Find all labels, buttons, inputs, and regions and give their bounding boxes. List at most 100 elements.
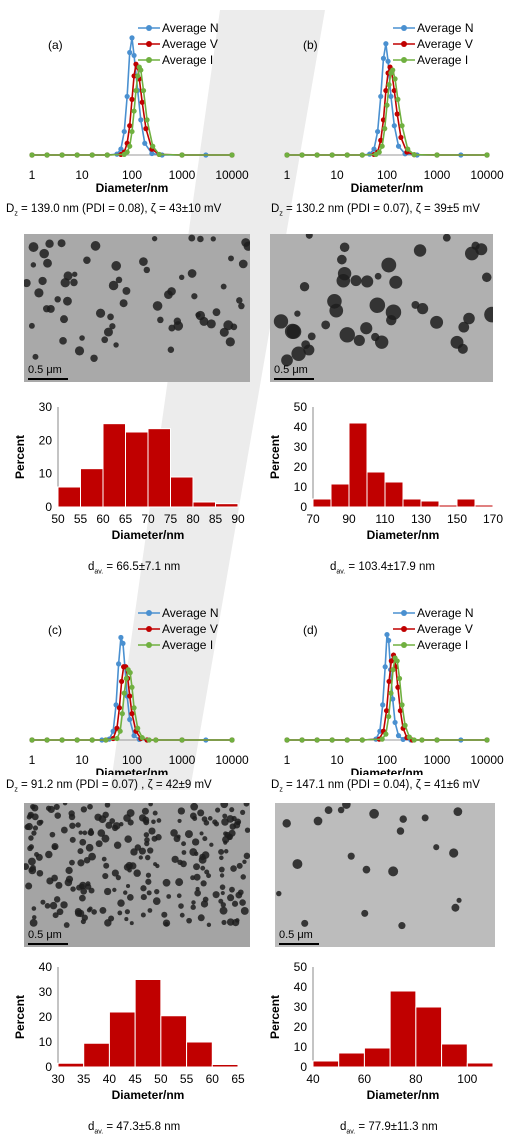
data-point [386,678,392,685]
data-point [113,702,119,708]
nanoparticle [77,848,84,855]
data-point [376,149,382,155]
nanoparticle [78,830,83,835]
nanoparticle [60,278,70,288]
data-point [388,658,394,664]
nanoparticle [80,806,88,813]
histogram-c: 0 10 20 30 40 30 35 40 45 50 55 60 65 Diameter/nm Perc… [13,960,245,1102]
histogram-bar [186,1041,213,1068]
nanoparticle [191,293,198,300]
y-tick-label: 30 [294,440,308,454]
data-point [120,640,126,646]
histogram-bar [83,1042,110,1068]
nanoparticle [388,866,399,877]
data-point [116,705,123,711]
data-point [89,737,95,743]
legend-label: Average V [162,37,218,51]
nanoparticle [189,812,197,820]
data-point [406,734,412,740]
nanoparticle [82,830,88,836]
data-point [405,146,411,152]
tem-particles-b [273,234,493,367]
nanoparticle [475,243,488,256]
nanoparticle [115,276,123,284]
y-tick-label: 0 [45,500,52,514]
data-point [377,728,383,734]
histogram-bar [57,486,81,508]
nanoparticle [108,280,119,291]
legend-swatch-marker [401,57,407,63]
legend-label: Average N [162,21,218,35]
nanoparticle [243,803,250,807]
data-point [383,41,389,47]
nanoparticle [215,807,221,813]
data-point [434,737,440,743]
nanoparticle [171,855,179,863]
nanoparticle [197,235,204,243]
nanoparticle [458,321,470,333]
nanoparticle [186,917,192,924]
nanoparticle [80,919,86,925]
data-point [386,637,392,644]
nanoparticle [197,809,205,817]
nanoparticle [204,869,210,875]
y-axis-label: Percent [13,995,27,1039]
data-point [371,146,377,152]
nanoparticle [38,819,44,825]
nanoparticle [53,803,60,811]
x-axis-label: Diameter/nm [351,766,424,775]
panel-label: (c) [48,623,62,637]
data-point [411,737,417,743]
data-point [395,96,401,102]
data-point [179,737,185,743]
nanoparticle [220,890,225,896]
scale-bar [274,378,314,380]
nanoparticle [79,335,85,341]
nanoparticle [49,831,56,838]
data-point [382,664,388,670]
nanoparticle [244,827,250,833]
data-point [383,731,389,737]
histogram-bar [80,468,104,508]
nanoparticle [25,882,33,890]
nanoparticle [144,840,150,847]
nanoparticle [301,919,309,927]
nanoparticle [101,856,107,862]
y-tick-label: 40 [294,980,308,994]
x-tick-label: 80 [409,1072,423,1086]
data-point [314,737,320,743]
nanoparticle [127,819,134,826]
nanoparticle [69,859,75,866]
nanoparticle [123,890,128,895]
x-axis-label: Diameter/nm [112,528,185,542]
x-tick-label: 65 [231,1072,245,1086]
nanoparticle [181,841,187,847]
nanoparticle [321,320,331,330]
x-tick-label: 170 [483,512,503,526]
nanoparticle [111,869,119,877]
histogram-bar [438,504,458,508]
nanoparticle [457,343,468,354]
nanoparticle [313,816,323,826]
y-axis-label: Percent [268,435,282,479]
x-axis-label: Diameter/nm [351,181,424,195]
data-point [131,705,137,711]
nanoparticle [56,908,64,916]
legend-label: Average I [417,638,468,652]
nanoparticle [152,897,161,905]
nanoparticle [167,346,175,354]
data-point [143,126,149,132]
nanoparticle [327,294,342,309]
nanoparticle [385,304,402,320]
x-tick-label: 75 [164,512,178,526]
nanoparticle [124,917,129,922]
nanoparticle [212,308,221,317]
nanoparticle [206,319,216,329]
nanoparticle [104,803,111,808]
data-point [388,690,394,696]
nanoparticle [371,332,380,342]
nanoparticle [97,829,106,837]
nanoparticle [179,912,185,918]
nanoparticle [148,827,156,835]
nanoparticle [230,865,237,872]
